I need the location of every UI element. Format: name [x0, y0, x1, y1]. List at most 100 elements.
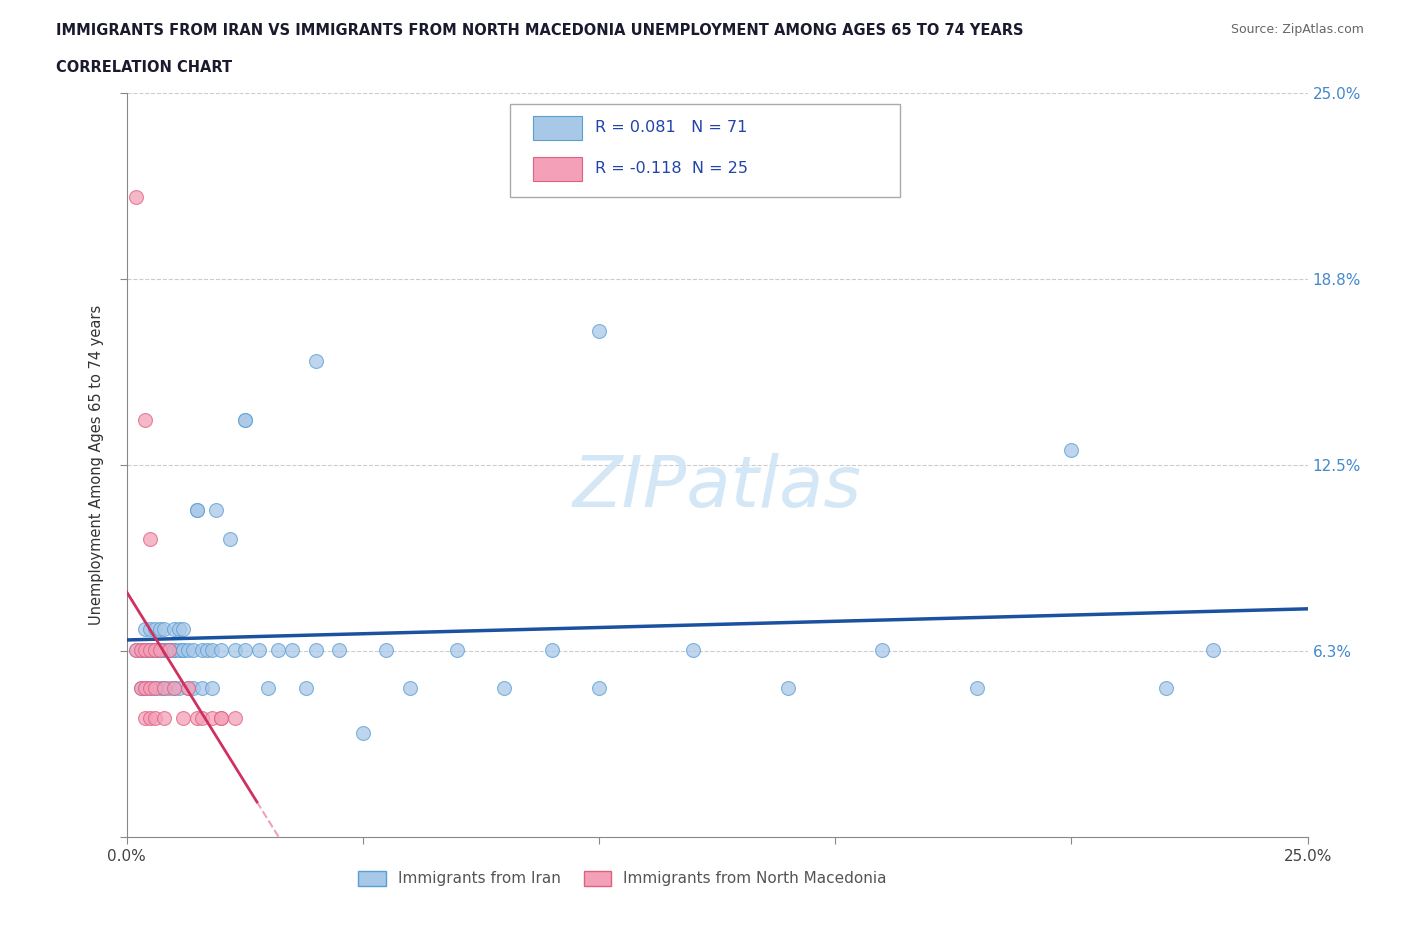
Point	[139, 532, 162, 547]
Point	[143, 642, 166, 657]
Point	[153, 681, 176, 696]
Point	[153, 681, 176, 696]
Point	[588, 681, 610, 696]
Point	[200, 711, 222, 725]
Point	[149, 642, 172, 657]
Text: CORRELATION CHART: CORRELATION CHART	[56, 60, 232, 75]
Point	[1060, 443, 1083, 458]
Point	[295, 681, 318, 696]
Point	[233, 642, 256, 657]
Point	[172, 642, 194, 657]
Point	[153, 711, 176, 725]
Point	[125, 190, 148, 205]
Point	[129, 681, 152, 696]
Point	[143, 642, 166, 657]
Point	[163, 642, 186, 657]
Legend: Immigrants from Iran, Immigrants from North Macedonia: Immigrants from Iran, Immigrants from No…	[352, 864, 893, 893]
Point	[172, 621, 194, 636]
Point	[328, 642, 350, 657]
Point	[129, 642, 152, 657]
Point	[149, 681, 172, 696]
Point	[205, 502, 228, 517]
Point	[134, 621, 156, 636]
Point	[177, 681, 200, 696]
Point	[149, 642, 172, 657]
Point	[1202, 642, 1225, 657]
Point	[143, 642, 166, 657]
Point	[195, 642, 218, 657]
Point	[200, 642, 222, 657]
Point	[134, 681, 156, 696]
Point	[375, 642, 398, 657]
Y-axis label: Unemployment Among Ages 65 to 74 years: Unemployment Among Ages 65 to 74 years	[89, 305, 104, 625]
Point	[257, 681, 280, 696]
Text: R = 0.081   N = 71: R = 0.081 N = 71	[595, 121, 748, 136]
Point	[134, 413, 156, 428]
Point	[143, 621, 166, 636]
Point	[1154, 681, 1177, 696]
Point	[153, 642, 176, 657]
Point	[191, 711, 214, 725]
Point	[588, 324, 610, 339]
Point	[149, 642, 172, 657]
Point	[163, 621, 186, 636]
Point	[191, 642, 214, 657]
Point	[177, 681, 200, 696]
Text: ZIPatlas: ZIPatlas	[572, 453, 862, 522]
Point	[157, 642, 180, 657]
Point	[134, 711, 156, 725]
Point	[446, 642, 468, 657]
Point	[186, 502, 208, 517]
Text: Source: ZipAtlas.com: Source: ZipAtlas.com	[1230, 23, 1364, 36]
FancyBboxPatch shape	[533, 116, 582, 140]
Point	[134, 681, 156, 696]
Point	[186, 502, 208, 517]
Point	[125, 642, 148, 657]
FancyBboxPatch shape	[533, 157, 582, 180]
Point	[177, 642, 200, 657]
Point	[209, 711, 232, 725]
Point	[181, 681, 204, 696]
Point	[139, 642, 162, 657]
Point	[233, 413, 256, 428]
Point	[139, 681, 162, 696]
Point	[125, 642, 148, 657]
Point	[163, 642, 186, 657]
Point	[167, 621, 190, 636]
Point	[281, 642, 304, 657]
Point	[209, 642, 232, 657]
Point	[163, 681, 186, 696]
Point	[149, 621, 172, 636]
Point	[139, 681, 162, 696]
Point	[153, 621, 176, 636]
Point	[872, 642, 894, 657]
Point	[153, 642, 176, 657]
Point	[129, 681, 152, 696]
Point	[157, 681, 180, 696]
Point	[134, 642, 156, 657]
Point	[181, 642, 204, 657]
Point	[163, 681, 186, 696]
Point	[191, 681, 214, 696]
Point	[200, 681, 222, 696]
Point	[304, 353, 326, 368]
Point	[129, 642, 152, 657]
Point	[167, 642, 190, 657]
Point	[352, 725, 374, 740]
Point	[399, 681, 422, 696]
Text: R = -0.118  N = 25: R = -0.118 N = 25	[595, 162, 748, 177]
Point	[134, 642, 156, 657]
Point	[540, 642, 562, 657]
Point	[224, 642, 246, 657]
Point	[143, 711, 166, 725]
Point	[776, 681, 799, 696]
Text: IMMIGRANTS FROM IRAN VS IMMIGRANTS FROM NORTH MACEDONIA UNEMPLOYMENT AMONG AGES : IMMIGRANTS FROM IRAN VS IMMIGRANTS FROM …	[56, 23, 1024, 38]
Point	[139, 711, 162, 725]
Point	[219, 532, 242, 547]
Point	[224, 711, 246, 725]
Point	[247, 642, 270, 657]
Point	[143, 681, 166, 696]
FancyBboxPatch shape	[510, 104, 900, 197]
Point	[157, 642, 180, 657]
Point	[172, 642, 194, 657]
